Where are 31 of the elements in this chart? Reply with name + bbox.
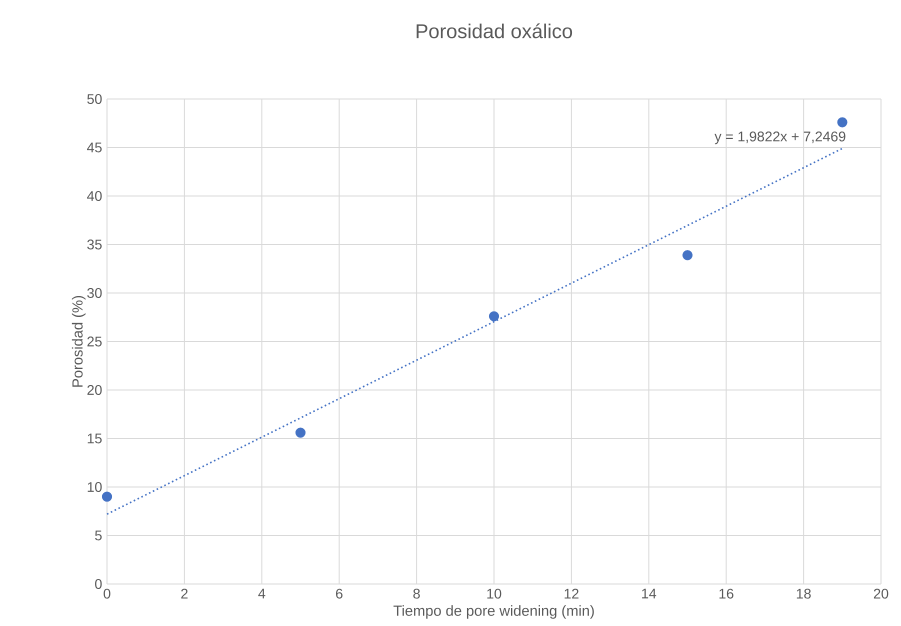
point	[488, 311, 500, 322]
y-tick-label: 10	[88, 482, 102, 492]
y-tick-label: 30	[87, 288, 102, 298]
x-tick-label: 12	[564, 588, 578, 598]
chart-title: Porosidad oxálico	[416, 23, 572, 38]
y-axis-title: Porosidad (%)	[72, 296, 86, 387]
x-axis-title: Tiempo de pore widening (min)	[394, 605, 594, 619]
y-tick-label: 50	[87, 94, 102, 104]
x-tick-label: 8	[413, 588, 420, 599]
x-tick-label: 18	[796, 588, 811, 599]
x-tick-label: 16	[719, 588, 734, 599]
point	[295, 428, 306, 438]
x-tick-label: 0	[104, 588, 110, 599]
x-tick-label: 4	[258, 588, 266, 598]
x-tick-label: 6	[336, 588, 342, 599]
y-tick-label: 20	[87, 385, 102, 395]
x-tick-label: 2	[181, 588, 188, 598]
point	[682, 250, 693, 260]
y-tick-label: 0	[95, 579, 102, 589]
annotation: y = 1,9822x + 7,2469	[714, 132, 846, 144]
x-tick-label: 10	[487, 588, 502, 599]
y-tick-label: 25	[87, 336, 102, 346]
y-tick-label: 5	[95, 530, 102, 540]
point	[837, 117, 848, 128]
x-tick-label: 14	[642, 588, 656, 598]
y-tick-label: 35	[87, 240, 102, 250]
x-tick-label: 20	[874, 588, 888, 599]
y-tick-label: 15	[88, 434, 102, 444]
point	[102, 492, 112, 502]
y-tick-label: 40	[87, 191, 102, 201]
y-tick-label: 45	[87, 142, 102, 152]
